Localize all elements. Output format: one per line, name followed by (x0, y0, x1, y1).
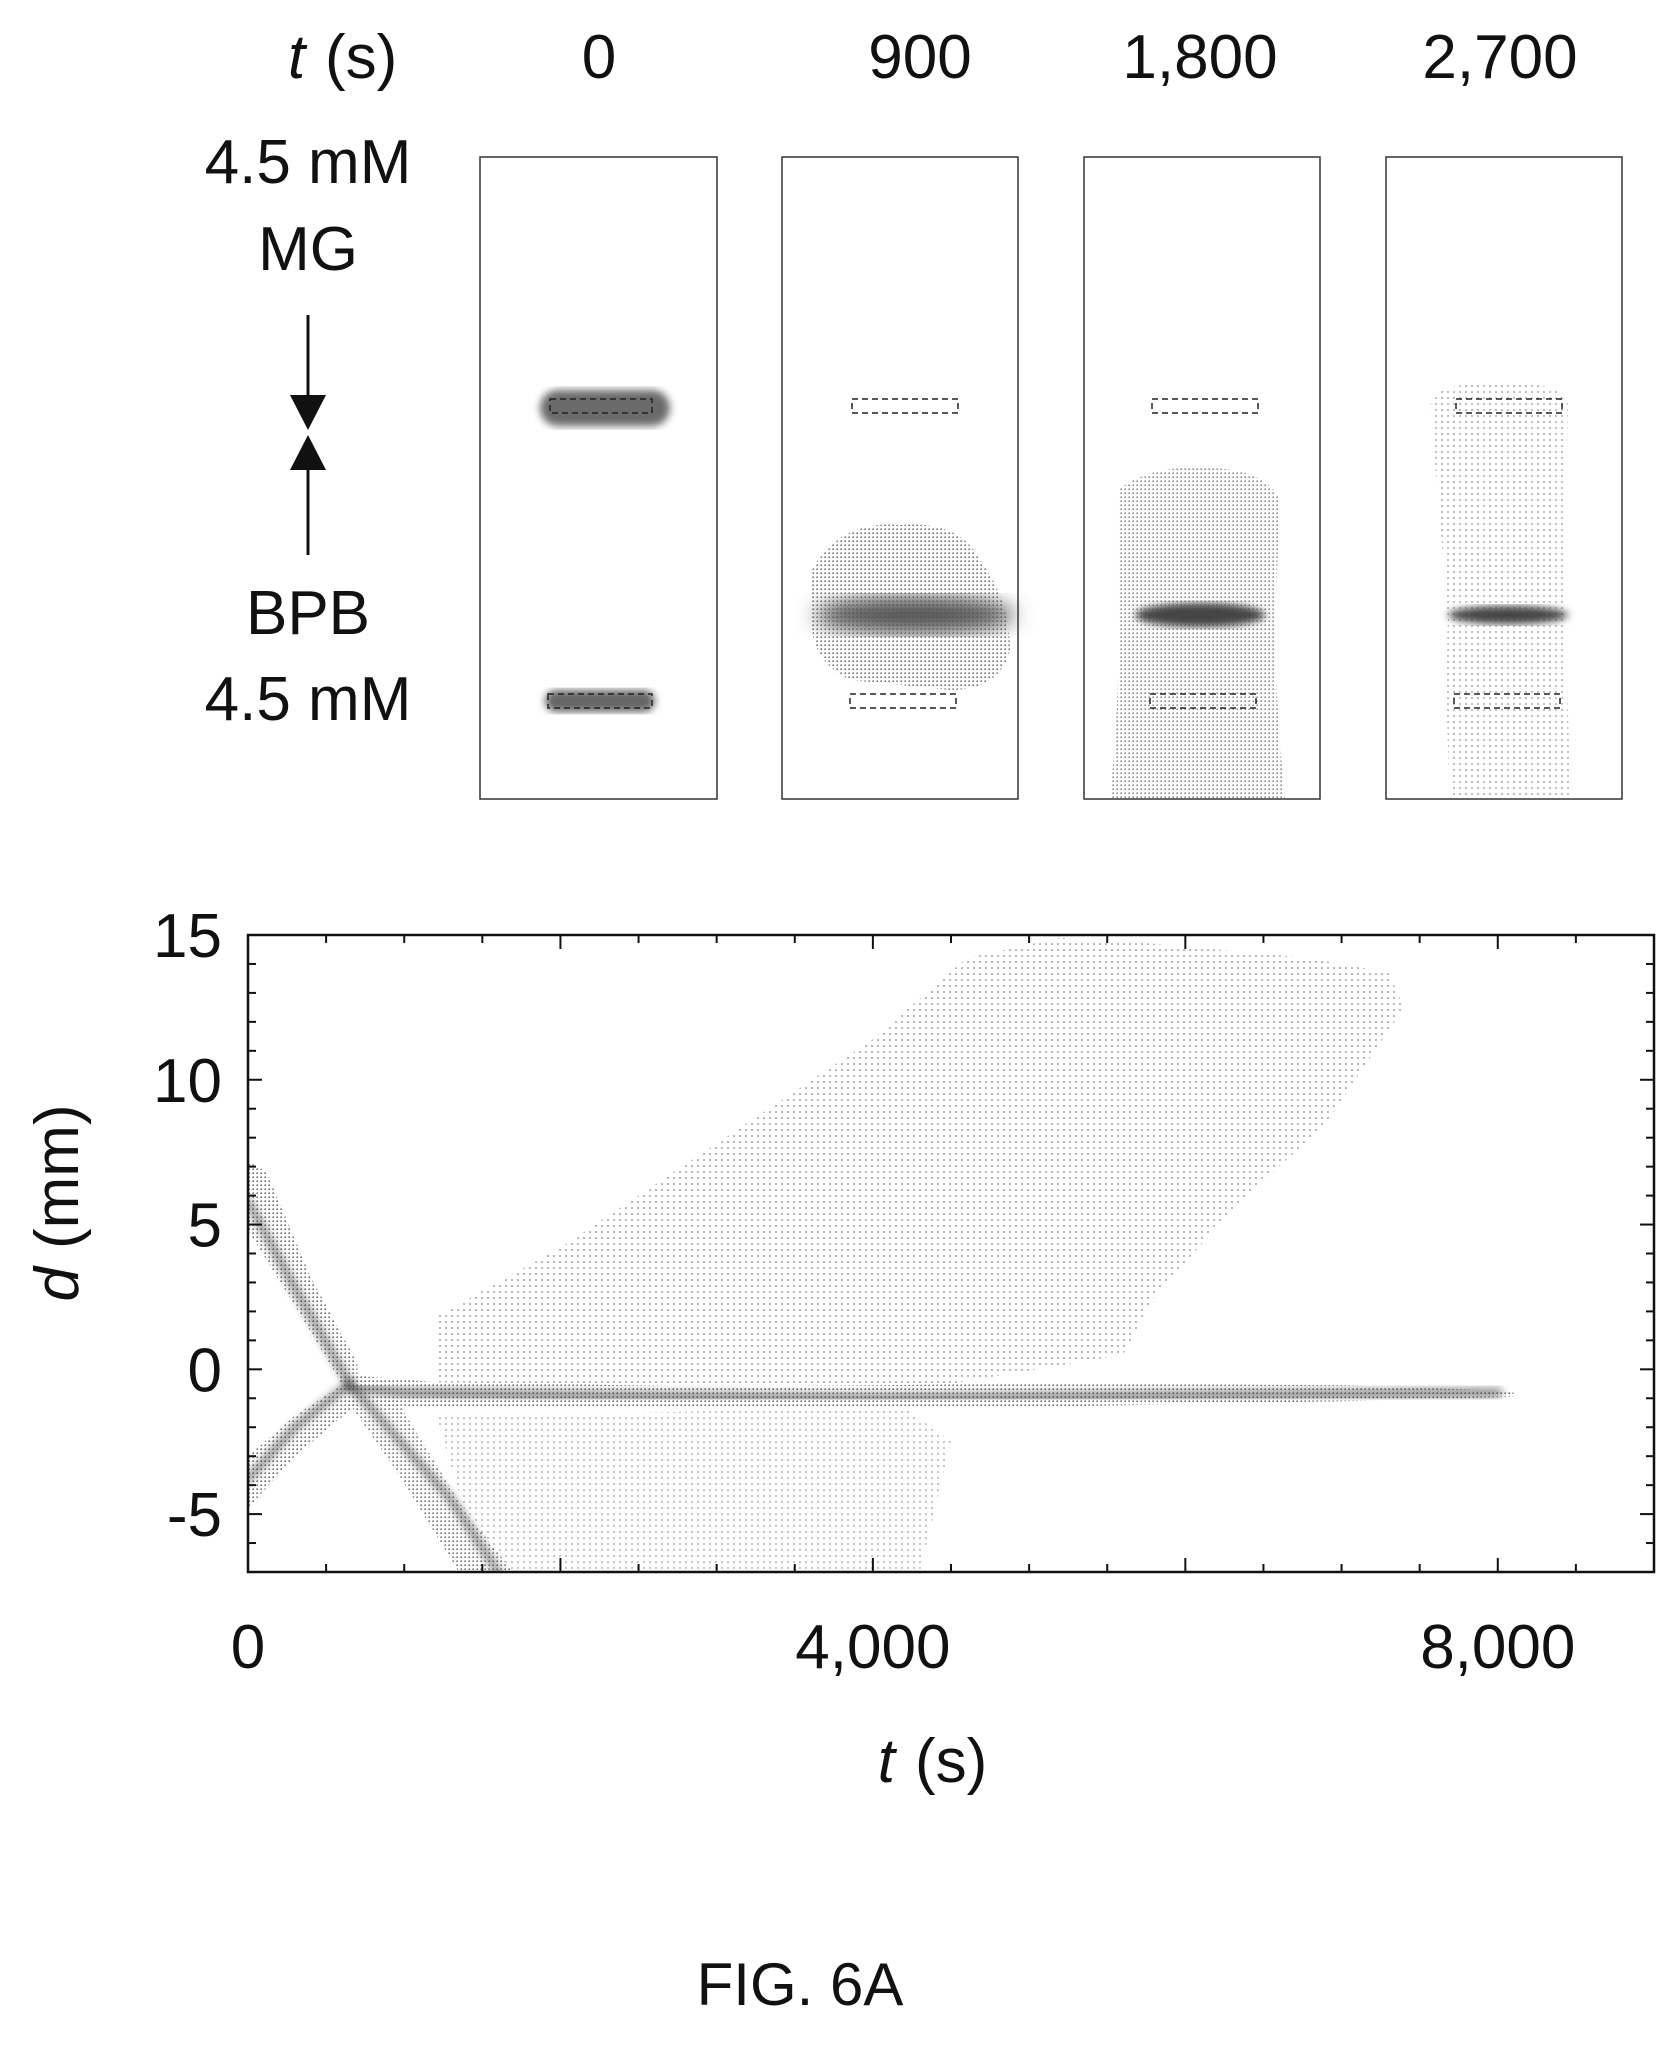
bpb-band-0 (545, 690, 655, 712)
density-upper-cloud (435, 937, 1404, 1405)
bpb-marker-1 (849, 693, 957, 709)
series-core-2 (344, 1381, 1503, 1404)
y-tick-label-1: 10 (153, 1047, 222, 1116)
snapshot-panel-0 (479, 156, 718, 800)
merged-band-2 (1135, 603, 1265, 627)
time-header-unit: (s) (325, 23, 397, 92)
time-header-var: t (288, 23, 308, 92)
y-axis-label-unit: (mm) (23, 1104, 92, 1249)
x-axis-label-unit: (s) (915, 1727, 987, 1796)
x-minor-ticks (247, 935, 1655, 1572)
diffuse-cloud-3 (1430, 382, 1570, 798)
series-core-1 (248, 1379, 354, 1484)
x-tick-label-1: 4,000 (795, 1613, 950, 1682)
y-tick-label-3: 0 (188, 1336, 222, 1405)
density-bpb-band (248, 1375, 358, 1509)
up-arrow-icon (290, 435, 326, 470)
time-label-1: 900 (868, 23, 971, 92)
bpb-concentration-label: 4.5 mM (205, 665, 412, 734)
bpb-species-label: BPB (246, 579, 370, 648)
merged-band-3 (1448, 606, 1568, 624)
bpb-marker-2 (1149, 693, 1257, 709)
snapshot-panel-1 (781, 156, 1019, 800)
mg-species-label: MG (258, 215, 358, 284)
mg-band-0 (540, 390, 670, 426)
species-legend: 4.5 mM MG BPB 4.5 mM (205, 128, 412, 734)
down-arrow-icon (290, 395, 326, 430)
density-lower-cloud (435, 1407, 951, 1572)
y-minor-ticks (248, 934, 1654, 1573)
merged-band-1 (815, 597, 1015, 633)
y-axis-label: d (mm) (23, 1104, 92, 1301)
y-tick-label-0: 15 (153, 902, 222, 971)
x-tick-labels: 0 4,000 8,000 (231, 1613, 1576, 1682)
snapshot-panel-2 (1083, 156, 1321, 800)
mg-concentration-label: 4.5 mM (205, 128, 412, 197)
mg-marker-1 (851, 398, 959, 414)
bpb-marker-3 (1453, 693, 1561, 709)
mg-marker-3 (1455, 398, 1563, 414)
bpb-marker-0 (547, 693, 653, 709)
snapshot-panel-3 (1385, 156, 1623, 800)
x-tick-label-2: 8,000 (1420, 1613, 1575, 1682)
density-area (248, 937, 1514, 1572)
y-tick-label-4: -5 (167, 1481, 222, 1550)
diffuse-cloud-2 (1110, 467, 1285, 798)
time-label-3: 2,700 (1422, 23, 1577, 92)
time-label-2: 1,800 (1122, 23, 1277, 92)
x-axis-label-var: t (878, 1727, 898, 1796)
y-tick-labels: 15 10 5 0 -5 (153, 902, 222, 1550)
figure-caption: FIG. 6A (697, 1951, 904, 2018)
time-header: t (s) 0 900 1,800 2,700 (288, 23, 1578, 92)
time-label-0: 0 (582, 23, 616, 92)
mg-marker-2 (1151, 398, 1259, 414)
y-tick-label-2: 5 (188, 1192, 222, 1261)
x-tick-label-0: 0 (231, 1613, 265, 1682)
mg-marker-0 (549, 398, 653, 414)
y-axis-label-var: d (23, 1264, 92, 1301)
series-core-0 (248, 1197, 354, 1388)
panel-frame-1 (781, 156, 1019, 800)
series-core-3 (345, 1379, 502, 1572)
